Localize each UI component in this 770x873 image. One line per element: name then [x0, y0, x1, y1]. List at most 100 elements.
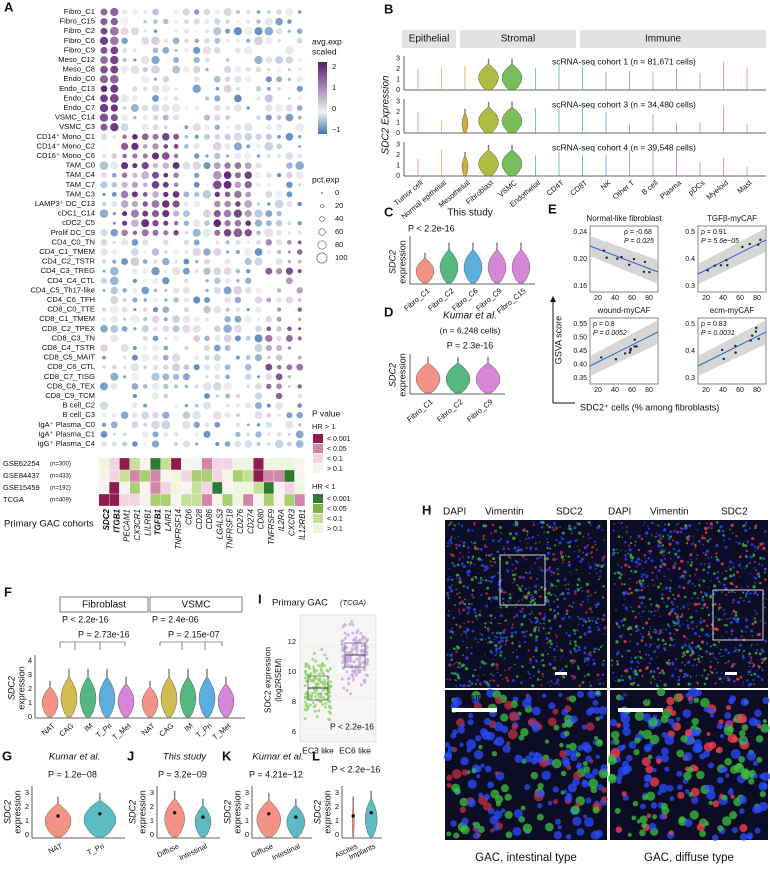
label: P < 2.2e-16 [62, 614, 109, 624]
cell [565, 612, 568, 615]
cell [545, 637, 549, 641]
dot [203, 162, 211, 170]
x-tick-label: Other T [611, 178, 636, 201]
cell [571, 530, 574, 533]
cell [534, 628, 537, 630]
y-tick-label: 3 [335, 788, 339, 797]
point [319, 691, 323, 695]
cell [706, 571, 710, 574]
dot [120, 65, 129, 74]
cell [629, 682, 632, 685]
legend-title: HR > 1 [312, 422, 336, 431]
cell [572, 816, 582, 826]
dot [297, 115, 302, 120]
x-tick-label: Fibro_C2 [426, 286, 455, 313]
cell [570, 661, 575, 665]
dot [153, 288, 158, 293]
heat-cell [98, 493, 110, 507]
cell [562, 562, 564, 564]
cell [653, 614, 656, 617]
group-header [149, 596, 243, 613]
dot [194, 106, 199, 110]
cell [649, 636, 653, 639]
panel-letter: A [4, 0, 14, 14]
point [326, 717, 330, 721]
cell [633, 589, 635, 592]
point [345, 651, 349, 655]
cell [521, 630, 525, 634]
cell [460, 756, 469, 766]
cell [467, 779, 477, 789]
point [756, 243, 760, 246]
cell [448, 663, 452, 666]
dot [182, 66, 190, 74]
cell [617, 650, 620, 652]
cell [503, 552, 506, 554]
violin [478, 101, 499, 134]
dot [173, 96, 179, 101]
cell [451, 527, 455, 531]
cell [683, 576, 685, 579]
cell [756, 756, 763, 763]
cell [526, 558, 528, 560]
cell [589, 684, 592, 687]
dot [224, 143, 231, 150]
cell [491, 564, 494, 568]
panel-letter: L [312, 748, 320, 763]
axis-label: SDC2 [6, 676, 16, 700]
y-tick-label: 0.55 [573, 321, 587, 328]
cell [628, 544, 631, 547]
cell [695, 674, 698, 677]
cell [620, 521, 623, 524]
cell [757, 668, 759, 671]
cell [502, 545, 505, 548]
cell [487, 629, 490, 632]
dot [255, 325, 262, 332]
cell [676, 613, 680, 617]
cell [632, 670, 635, 674]
dot [162, 46, 170, 54]
cell [458, 666, 462, 669]
cell [629, 667, 633, 670]
cell [656, 684, 659, 688]
cell [683, 571, 686, 574]
dot [214, 95, 221, 102]
dot [275, 373, 283, 381]
dot [225, 19, 230, 24]
dot [298, 327, 302, 331]
dot [285, 334, 293, 342]
cell [489, 580, 493, 583]
cell [745, 521, 748, 524]
label: ρ = 0.8 [593, 321, 615, 328]
axis-label: expression [397, 240, 407, 284]
dot [255, 182, 262, 188]
cell [707, 634, 711, 638]
dot [203, 8, 211, 16]
dot [285, 113, 294, 122]
column-label: ITGB1 [112, 508, 121, 532]
cell [615, 571, 618, 574]
dot [109, 276, 119, 286]
dot [192, 84, 201, 94]
cell [668, 542, 672, 546]
cell [687, 766, 694, 773]
cell [722, 583, 726, 587]
dot [244, 200, 253, 208]
point [755, 326, 758, 330]
cell [662, 672, 666, 675]
column-label: CXCR3 [288, 508, 297, 536]
cell [595, 622, 598, 625]
cell [445, 591, 449, 595]
cell [719, 525, 723, 529]
dot [275, 56, 283, 64]
cell [504, 700, 513, 710]
dot [110, 123, 119, 132]
cell [452, 697, 463, 707]
row-label: CD8_C3_TN [52, 333, 95, 342]
dot [173, 248, 180, 256]
cell [645, 765, 654, 774]
cell [674, 628, 676, 631]
cell [537, 523, 539, 526]
cell [535, 660, 538, 664]
dot [173, 153, 179, 159]
